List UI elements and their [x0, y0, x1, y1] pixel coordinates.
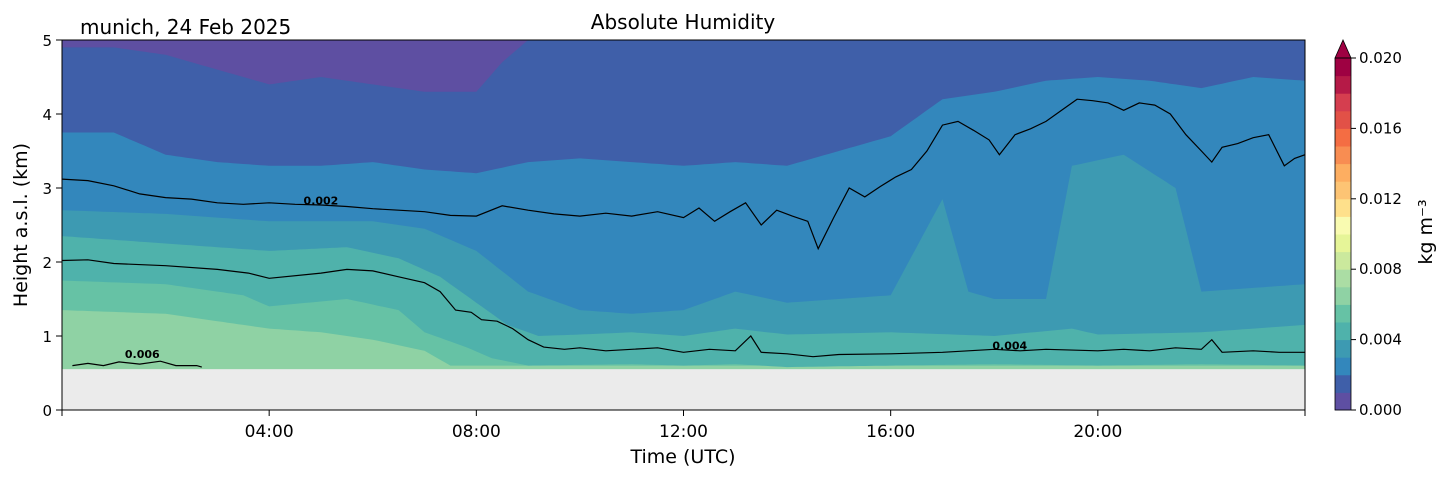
y-axis: 0 1 2 3 4 5 — [42, 32, 62, 420]
x-tick-label: 20:00 — [1073, 422, 1122, 442]
contour-line-1 — [62, 259, 1305, 358]
colorbar-tick-label: 0.000 — [1359, 401, 1402, 419]
colorbar-tick-label: 0.012 — [1359, 190, 1402, 208]
x-tick-label: 08:00 — [452, 422, 501, 442]
colorbar-segment — [1335, 58, 1351, 77]
colorbar-segment — [1335, 251, 1351, 270]
chart-title: Absolute Humidity — [591, 10, 776, 34]
location-date-label: munich, 24 Feb 2025 — [80, 15, 291, 39]
colorbar-segment — [1335, 339, 1351, 358]
contour-lines: 0.002 0.006 0.004 — [62, 98, 1305, 368]
colorbar-segment — [1335, 304, 1351, 323]
y-tick-label: 2 — [42, 254, 52, 272]
y-tick-label: 5 — [42, 32, 52, 50]
humidity-band-upper — [62, 40, 1305, 92]
colorbar-segment — [1335, 322, 1351, 341]
colorbar-tick-label: 0.020 — [1359, 49, 1402, 67]
y-tick-label: 3 — [42, 180, 52, 198]
no-data-region-top — [62, 369, 1305, 410]
contour-line-0 — [62, 98, 1305, 251]
y-tick-label: 4 — [42, 106, 52, 124]
contour-label-3: 0.004 — [992, 340, 1027, 353]
colorbar-segment — [1335, 93, 1351, 112]
colorbar-tick-label: 0.016 — [1359, 119, 1402, 137]
colorbar-segment — [1335, 198, 1351, 217]
y-tick-label: 0 — [42, 402, 52, 420]
x-tick-label: 16:00 — [866, 422, 915, 442]
plot-area — [62, 40, 1305, 410]
y-tick-label: 1 — [42, 328, 52, 346]
colorbar-segment — [1335, 146, 1351, 165]
colorbar-segment — [1335, 269, 1351, 288]
x-axis: 04:00 08:00 12:00 16:00 20:00 — [61, 410, 1306, 442]
colorbar-frame — [1334, 57, 1352, 411]
contour-line-2 — [72, 360, 202, 368]
colorbar-segment — [1335, 357, 1351, 376]
colorbar-tick-label: 0.004 — [1359, 331, 1402, 349]
colorbar: 0.000 0.004 0.008 0.012 0.016 0.020 — [1334, 39, 1402, 419]
colorbar-segment — [1335, 216, 1351, 235]
y-axis-label: Height a.s.l. (km) — [10, 143, 32, 307]
colorbar-segment — [1335, 392, 1351, 411]
colorbar-segment — [1335, 374, 1351, 393]
colorbar-segment — [1335, 234, 1351, 253]
contour-label-1: 0.006 — [125, 348, 160, 361]
x-tick-label: 04:00 — [245, 422, 294, 442]
colorbar-tick-label: 0.008 — [1359, 260, 1402, 278]
colorbar-segment — [1335, 110, 1351, 129]
colorbar-segment — [1335, 163, 1351, 182]
colorbar-extend-arrow — [1334, 39, 1352, 59]
colorbar-segment — [1335, 286, 1351, 305]
colorbar-label: kg m⁻³ — [1415, 199, 1437, 264]
x-tick-label: 12:00 — [659, 422, 708, 442]
contour-label-0: 0.002 — [304, 195, 339, 208]
colorbar-segment — [1335, 75, 1351, 94]
x-axis-label: Time (UTC) — [629, 446, 735, 468]
colorbar-segment — [1335, 181, 1351, 200]
colorbar-segment — [1335, 128, 1351, 147]
